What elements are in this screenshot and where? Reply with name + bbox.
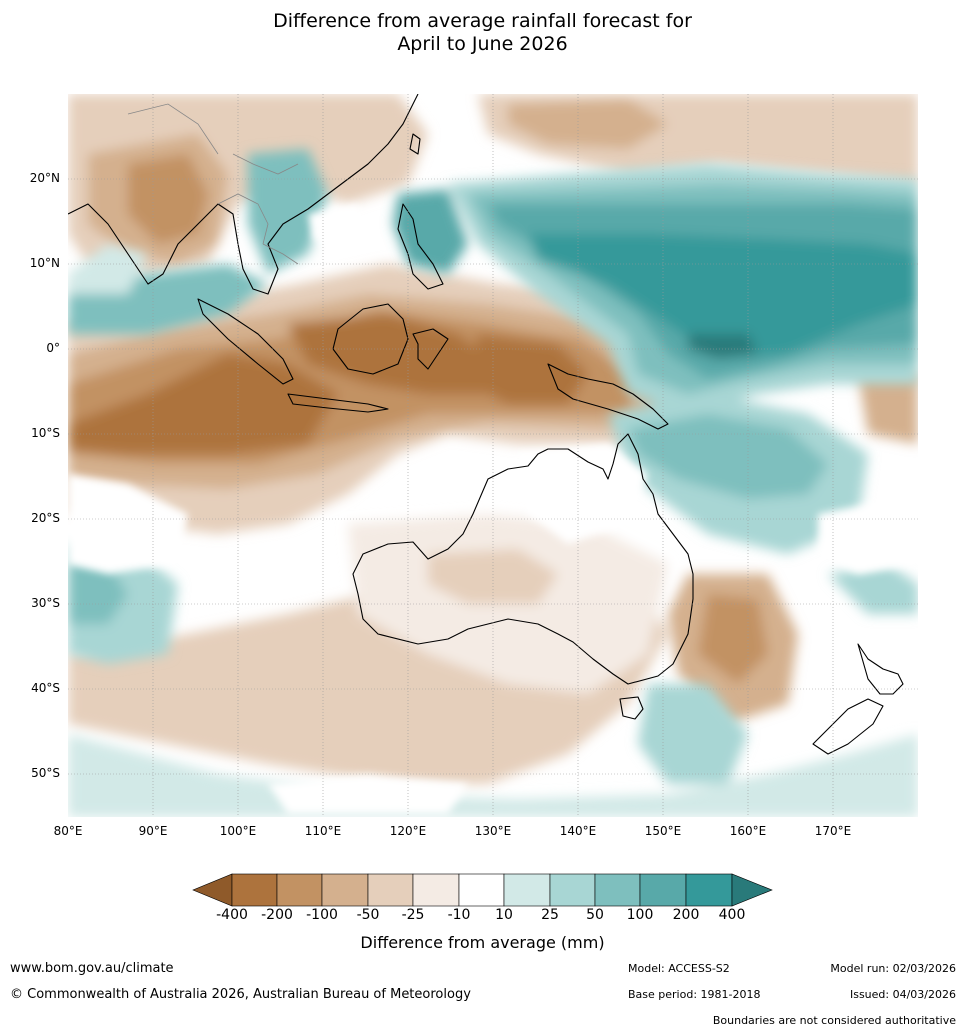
lon-label-170e: 170°E bbox=[814, 824, 852, 838]
wet-east-indian bbox=[68, 244, 148, 294]
anomaly-white-patches bbox=[68, 204, 918, 814]
lat-label-equator: 0° bbox=[46, 341, 60, 355]
wet-indian-southwest-core bbox=[68, 564, 128, 624]
colorbar-swatch-5 bbox=[412, 873, 460, 907]
sumatra-coastline bbox=[197, 298, 294, 385]
title-line-1: Difference from average rainfall forecas… bbox=[273, 10, 692, 32]
colorbar-swatch-2 bbox=[276, 873, 323, 907]
colorbar-label: Difference from average (mm) bbox=[360, 933, 605, 952]
wet-west-pacific-core bbox=[528, 234, 918, 359]
colorbar-tick-11: 400 bbox=[718, 907, 746, 923]
lon-label-130e: 130°E bbox=[474, 824, 512, 838]
dry-tasman-core bbox=[698, 594, 768, 684]
dry-north-pacific-core bbox=[508, 99, 668, 149]
lat-label-10n: 10°N bbox=[29, 256, 60, 270]
lat-label-10s: 10°S bbox=[31, 426, 60, 440]
model-text: Model: ACCESS-S2 bbox=[628, 962, 730, 975]
colorbar-tick-4: -25 bbox=[401, 907, 425, 923]
base-period-text: Base period: 1981-2018 bbox=[628, 988, 761, 1001]
dry-india-core bbox=[128, 154, 208, 244]
title-line-2: April to June 2026 bbox=[397, 33, 568, 55]
philippines-coastline bbox=[397, 203, 444, 290]
wet-south-china-sea bbox=[248, 149, 328, 274]
map-title: Difference from average rainfall forecas… bbox=[0, 10, 965, 56]
lat-label-20n: 20°N bbox=[29, 171, 60, 185]
colorbar-extend-high bbox=[731, 873, 773, 907]
southeast-asia-borders bbox=[127, 103, 299, 265]
issued-text: Issued: 04/03/2026 bbox=[849, 988, 956, 1001]
new-zealand-north-coastline bbox=[857, 643, 904, 695]
wet-tasmania-south bbox=[638, 684, 748, 784]
colorbar bbox=[192, 873, 773, 907]
colorbar-tick-9: 100 bbox=[626, 907, 654, 923]
lon-label-90e: 90°E bbox=[138, 824, 168, 838]
copyright-text: © Commonwealth of Australia 2026, Austra… bbox=[10, 987, 471, 1002]
colorbar-swatch-1 bbox=[231, 873, 278, 907]
colorbar-tick-8: 50 bbox=[586, 907, 604, 923]
wet-new-zealand-west bbox=[828, 564, 918, 614]
lat-label-50s: 50°S bbox=[31, 766, 60, 780]
dry-east-pacific bbox=[858, 374, 918, 444]
map-svg bbox=[68, 94, 918, 817]
neutral-far-south bbox=[268, 774, 468, 814]
graticule bbox=[68, 94, 918, 817]
tasmania-coastline bbox=[619, 696, 644, 720]
lon-label-160e: 160°E bbox=[729, 824, 767, 838]
colorbar-tick-0: -400 bbox=[216, 907, 248, 923]
colorbar-tick-6: 10 bbox=[495, 907, 513, 923]
lon-label-150e: 150°E bbox=[644, 824, 682, 838]
lon-label-110e: 110°E bbox=[304, 824, 342, 838]
lon-label-120e: 120°E bbox=[389, 824, 427, 838]
colorbar-tick-10: 200 bbox=[672, 907, 700, 923]
new-zealand-south-coastline bbox=[812, 698, 884, 755]
lat-label-40s: 40°S bbox=[31, 681, 60, 695]
rainfall-anomaly-map[interactable] bbox=[68, 94, 918, 817]
colorbar-swatch-4 bbox=[367, 873, 414, 907]
neutral-central-australia bbox=[518, 444, 648, 544]
wet-philippines bbox=[393, 189, 468, 274]
colorbar-swatch-8 bbox=[549, 873, 596, 907]
asia-coastline bbox=[68, 94, 419, 295]
colorbar-swatch-7 bbox=[503, 873, 551, 907]
australia-coastline bbox=[352, 433, 694, 685]
lon-label-100e: 100°E bbox=[219, 824, 257, 838]
colorbar-tick-2: -100 bbox=[306, 907, 338, 923]
colorbar-swatch-9 bbox=[594, 873, 641, 907]
neutral-pacific-east bbox=[818, 494, 918, 574]
new-guinea-coastline bbox=[547, 363, 669, 430]
wet-west-pacific-peak bbox=[688, 334, 758, 359]
wet-coral-sea-core bbox=[628, 414, 828, 499]
taiwan-coastline bbox=[409, 133, 421, 155]
model-run-text: Model run: 02/03/2026 bbox=[830, 962, 956, 975]
colorbar-extend-low bbox=[192, 873, 233, 907]
website-link[interactable]: www.bom.gov.au/climate bbox=[10, 961, 174, 976]
sulawesi-coastline bbox=[412, 328, 449, 370]
colorbar-tick-7: 25 bbox=[541, 907, 559, 923]
dry-indian-ocean-core bbox=[68, 354, 338, 454]
lon-label-140e: 140°E bbox=[559, 824, 597, 838]
dry-maritime-core bbox=[288, 314, 498, 394]
colorbar-swatch-11 bbox=[685, 873, 733, 907]
dry-australia-west bbox=[428, 549, 558, 604]
country-borders bbox=[127, 103, 299, 265]
boundaries-disclaimer: Boundaries are not considered authoritat… bbox=[712, 1014, 956, 1027]
anomaly-brown-fields bbox=[68, 94, 918, 784]
lat-label-20s: 20°S bbox=[31, 511, 60, 525]
borneo-coastline bbox=[332, 303, 409, 375]
colorbar-tick-3: -50 bbox=[356, 907, 380, 923]
colorbar-tick-5: -10 bbox=[447, 907, 471, 923]
lat-label-30s: 30°S bbox=[31, 596, 60, 610]
lon-label-80e: 80°E bbox=[53, 824, 83, 838]
colorbar-swatch-10 bbox=[639, 873, 687, 907]
java-coastline bbox=[287, 393, 389, 413]
colorbar-swatch-3 bbox=[321, 873, 369, 907]
dry-png-core bbox=[468, 334, 588, 404]
colorbar-swatch-6 bbox=[458, 873, 505, 907]
neutral-indian-ocean bbox=[68, 474, 188, 574]
coastlines bbox=[68, 94, 904, 755]
colorbar-tick-1: -200 bbox=[261, 907, 293, 923]
